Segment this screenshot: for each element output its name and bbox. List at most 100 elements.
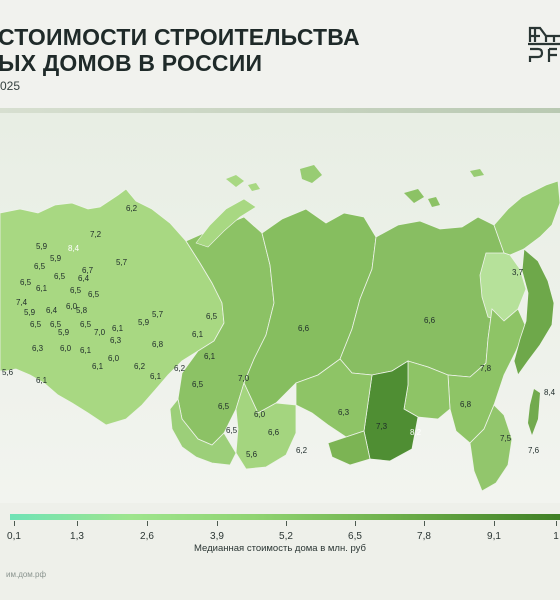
russia-territory bbox=[0, 180, 560, 492]
region-label: 6,2 bbox=[134, 362, 146, 371]
region-label: 5,6 bbox=[2, 368, 14, 377]
region-label: 6,1 bbox=[92, 362, 104, 371]
region-kamchatka bbox=[513, 248, 555, 376]
region-label: 6,2 bbox=[174, 364, 186, 373]
header-divider bbox=[0, 108, 560, 113]
header: СТОИМОСТИ СТРОИТЕЛЬСТВА ЫХ ДОМОВ В РОССИ… bbox=[0, 0, 560, 108]
region-label: 7,0 bbox=[238, 374, 250, 383]
region-label: 6,1 bbox=[36, 376, 48, 385]
legend-tick-label: 5,2 bbox=[279, 531, 293, 542]
region-label: 7,2 bbox=[90, 230, 102, 239]
region-label: 6,0 bbox=[66, 302, 78, 311]
legend-caption: Медианная стоимость дома в млн. руб bbox=[194, 543, 366, 554]
region-label: 5,9 bbox=[50, 254, 62, 263]
legend-tick-label: 3,9 bbox=[210, 531, 224, 542]
region-label: 6,5 bbox=[70, 286, 82, 295]
new-siberian-islands bbox=[404, 189, 440, 207]
region-label: 6,1 bbox=[36, 284, 48, 293]
region-label: 6,2 bbox=[296, 446, 308, 455]
region-label: 6,0 bbox=[60, 344, 72, 353]
region-label: 6,5 bbox=[88, 290, 100, 299]
region-label: 6,5 bbox=[34, 262, 46, 271]
legend-tick bbox=[14, 521, 15, 526]
region-label: 6,5 bbox=[80, 320, 92, 329]
region-label: 5,8 bbox=[76, 306, 88, 315]
region-label: 6,8 bbox=[460, 400, 472, 409]
region-label: 7,3 bbox=[376, 422, 388, 431]
region-label: 3,7 bbox=[512, 268, 524, 277]
region-label: 6,3 bbox=[32, 344, 44, 353]
franz-josef-islands bbox=[226, 175, 260, 191]
region-label: 6,6 bbox=[424, 316, 436, 325]
region-label: 8,2 bbox=[410, 428, 422, 437]
region-label: 6,5 bbox=[226, 426, 238, 435]
region-label: 6,1 bbox=[112, 324, 124, 333]
region-label: 5,9 bbox=[58, 328, 70, 337]
region-label: 7,4 bbox=[16, 298, 28, 307]
region-buryatia bbox=[327, 430, 371, 466]
map-canvas: 6,2 7,2 8,4 5,9 6,5 5,9 6,5 6,7 5,7 6,5 … bbox=[0, 165, 560, 492]
region-label: 5,7 bbox=[116, 258, 128, 267]
severnaya-zemlya bbox=[300, 165, 322, 183]
region-label: 6,5 bbox=[206, 312, 218, 321]
region-label: 5,9 bbox=[36, 242, 48, 251]
legend-tick bbox=[355, 521, 356, 526]
legend-tick-label: 2,6 bbox=[140, 531, 154, 542]
region-label: 8,4 bbox=[68, 244, 80, 253]
sakhalin bbox=[528, 389, 540, 435]
region-altai-tomsk bbox=[235, 381, 297, 470]
region-label: 6,6 bbox=[268, 428, 280, 437]
region-label: 6,2 bbox=[126, 204, 138, 213]
region-chukotka bbox=[493, 180, 560, 256]
region-label: 5,7 bbox=[152, 310, 164, 319]
region-label: 8,4 bbox=[544, 388, 556, 397]
region-label: 6,5 bbox=[192, 380, 204, 389]
region-label: 7,5 bbox=[500, 434, 512, 443]
region-labels: 6,2 7,2 8,4 5,9 6,5 5,9 6,5 6,7 5,7 6,5 … bbox=[2, 204, 556, 459]
region-label: 6,7 bbox=[82, 266, 94, 275]
legend-tick-label: 1,3 bbox=[70, 531, 84, 542]
legend-tick bbox=[494, 521, 495, 526]
map-title: СТОИМОСТИ СТРОИТЕЛЬСТВА ЫХ ДОМОВ В РОССИ… bbox=[0, 24, 360, 76]
region-label: 6,5 bbox=[218, 402, 230, 411]
region-label: 7,0 bbox=[94, 328, 106, 337]
region-label: 5,6 bbox=[246, 450, 258, 459]
region-label: 7,6 bbox=[528, 446, 540, 455]
region-label: 6,1 bbox=[192, 330, 204, 339]
region-label: 6,5 bbox=[20, 278, 32, 287]
legend-tick bbox=[77, 521, 78, 526]
region-label: 6,0 bbox=[108, 354, 120, 363]
legend-tick bbox=[147, 521, 148, 526]
dom-rf-logo-icon bbox=[527, 22, 560, 64]
novaya-zemlya bbox=[195, 198, 257, 248]
region-label: 6,5 bbox=[30, 320, 42, 329]
region-irkutsk bbox=[295, 358, 373, 438]
region-label: 6,8 bbox=[152, 340, 164, 349]
region-label: 6,1 bbox=[80, 346, 92, 355]
region-primorye bbox=[469, 404, 513, 492]
russia-map: 6,2 7,2 8,4 5,9 6,5 5,9 6,5 6,7 5,7 6,5 … bbox=[0, 113, 560, 503]
region-south-ural bbox=[169, 398, 237, 466]
source-link[interactable]: им.дом.рф bbox=[6, 570, 47, 579]
region-label: 6,1 bbox=[204, 352, 216, 361]
legend-tick-label: 1 bbox=[553, 531, 559, 542]
legend-tick bbox=[556, 521, 557, 526]
region-label: 6,1 bbox=[150, 372, 162, 381]
legend-tick-label: 7,8 bbox=[417, 531, 431, 542]
legend-tick bbox=[424, 521, 425, 526]
legend-tick bbox=[217, 521, 218, 526]
legend: 0,1 1,3 2,6 3,9 5,2 6,5 7,8 9,1 1 Медиан… bbox=[0, 505, 560, 565]
legend-color-scale bbox=[10, 514, 560, 520]
region-label: 5,9 bbox=[24, 308, 36, 317]
region-label: 6,3 bbox=[110, 336, 122, 345]
region-label: 6,4 bbox=[46, 306, 58, 315]
islands bbox=[2, 165, 540, 435]
kaliningrad bbox=[2, 361, 14, 371]
map-subtitle: 025 bbox=[0, 79, 21, 93]
region-label: 6,3 bbox=[338, 408, 350, 417]
region-label: 6,4 bbox=[78, 274, 90, 283]
region-label: 6,0 bbox=[254, 410, 266, 419]
legend-tick-label: 6,5 bbox=[348, 531, 362, 542]
region-label: 7,8 bbox=[480, 364, 492, 373]
region-label: 5,9 bbox=[138, 318, 150, 327]
